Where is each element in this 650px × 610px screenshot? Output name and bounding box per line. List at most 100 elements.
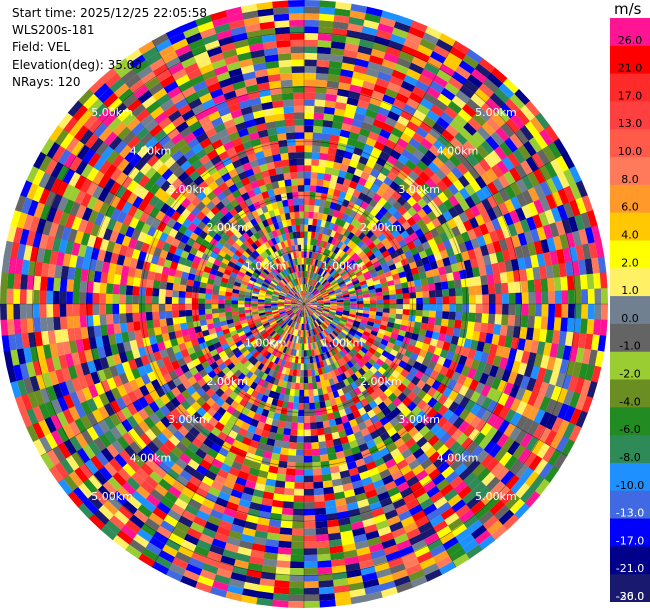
velocity-gate (427, 397, 438, 409)
velocity-gate (441, 281, 449, 290)
velocity-gate (415, 355, 425, 365)
velocity-gate (383, 176, 394, 187)
velocity-gate (343, 301, 351, 305)
velocity-gate (363, 74, 378, 85)
velocity-gate (478, 83, 495, 99)
velocity-gate (547, 316, 555, 331)
velocity-gate (349, 180, 358, 190)
velocity-gate (388, 313, 396, 319)
velocity-gate (353, 345, 361, 353)
velocity-gate (439, 432, 452, 445)
velocity-gate (510, 181, 523, 197)
velocity-gate (497, 215, 508, 229)
velocity-gate (404, 143, 417, 155)
velocity-gate (340, 227, 348, 236)
velocity-gate (498, 83, 515, 99)
velocity-gate (505, 118, 521, 134)
velocity-gate (436, 416, 448, 429)
velocity-gate (426, 323, 435, 332)
velocity-gate (218, 299, 225, 304)
velocity-gate (480, 211, 492, 224)
velocity-gate (379, 65, 395, 76)
velocity-gate (475, 449, 489, 464)
velocity-gate (325, 318, 332, 324)
velocity-gate (347, 23, 364, 33)
velocity-gate (542, 224, 554, 240)
velocity-gate (371, 326, 380, 333)
velocity-gate (519, 375, 531, 390)
velocity-gate (436, 444, 449, 457)
velocity-gate (365, 324, 374, 331)
velocity-gate (553, 235, 563, 251)
velocity-gate (459, 199, 471, 212)
velocity-gate (323, 320, 330, 327)
velocity-gate (368, 347, 377, 355)
velocity-gate (442, 187, 454, 200)
velocity-gate (578, 259, 587, 276)
velocity-gate (480, 490, 496, 506)
velocity-gate (318, 26, 334, 35)
velocity-gate (315, 415, 323, 423)
velocity-gate (360, 32, 377, 43)
velocity-gate (515, 178, 528, 194)
velocity-gate (304, 198, 310, 205)
velocity-gate (465, 544, 483, 560)
velocity-gate (531, 152, 545, 169)
velocity-gate (317, 300, 324, 303)
velocity-gate (79, 315, 88, 328)
velocity-gate (331, 121, 343, 130)
velocity-gate (414, 315, 423, 323)
velocity-gate (317, 326, 322, 333)
velocity-gate (369, 233, 378, 243)
velocity-gate (452, 382, 463, 394)
velocity-gate (308, 382, 313, 390)
velocity-gate (367, 131, 380, 142)
velocity-gate (343, 110, 356, 119)
velocity-gate (315, 293, 322, 298)
velocity-gate (303, 561, 318, 569)
velocity-gate (316, 239, 322, 247)
velocity-gate (304, 52, 318, 60)
velocity-gate (431, 380, 442, 391)
velocity-gate (319, 152, 329, 161)
velocity-gate (350, 298, 357, 302)
velocity-gate (436, 501, 452, 515)
velocity-gate (521, 418, 534, 434)
velocity-gate (306, 284, 310, 292)
velocity-gate (482, 294, 489, 305)
velocity-gate (509, 133, 524, 149)
velocity-gate (318, 276, 324, 283)
velocity-gate (311, 152, 321, 160)
velocity-gate (287, 448, 297, 456)
velocity-gate (343, 337, 351, 344)
velocity-gate (178, 303, 186, 311)
velocity-gate (345, 144, 356, 154)
velocity-gate (499, 141, 513, 157)
velocity-gate (304, 299, 309, 304)
velocity-gate (310, 428, 318, 436)
velocity-gate (418, 271, 427, 280)
velocity-gate (374, 387, 384, 397)
velocity-gate (463, 220, 474, 232)
velocity-sectors (0, 0, 608, 608)
velocity-gate (479, 351, 490, 364)
velocity-gate (304, 284, 306, 291)
velocity-gate (309, 198, 316, 206)
velocity-gate (485, 476, 501, 492)
velocity-gate (303, 350, 307, 357)
velocity-gate (497, 335, 507, 347)
velocity-gate (320, 314, 327, 320)
velocity-gate (341, 289, 349, 294)
velocity-gate (158, 296, 166, 304)
velocity-gate (494, 314, 502, 326)
velocity-gate (66, 278, 74, 292)
velocity-gate (370, 354, 379, 363)
velocity-gate (423, 336, 432, 346)
velocity-gate (342, 294, 350, 298)
velocity-gate (305, 277, 307, 285)
velocity-gate (442, 397, 454, 410)
velocity-gate (308, 205, 315, 212)
velocity-gate (520, 350, 531, 365)
velocity-gate (355, 352, 363, 361)
